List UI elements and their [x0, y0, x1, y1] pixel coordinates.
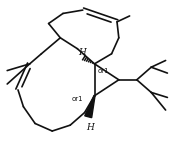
Text: H: H [86, 123, 94, 132]
Text: or1: or1 [97, 68, 109, 74]
Polygon shape [85, 96, 95, 118]
Text: or1: or1 [72, 96, 84, 102]
Text: H: H [78, 48, 86, 57]
